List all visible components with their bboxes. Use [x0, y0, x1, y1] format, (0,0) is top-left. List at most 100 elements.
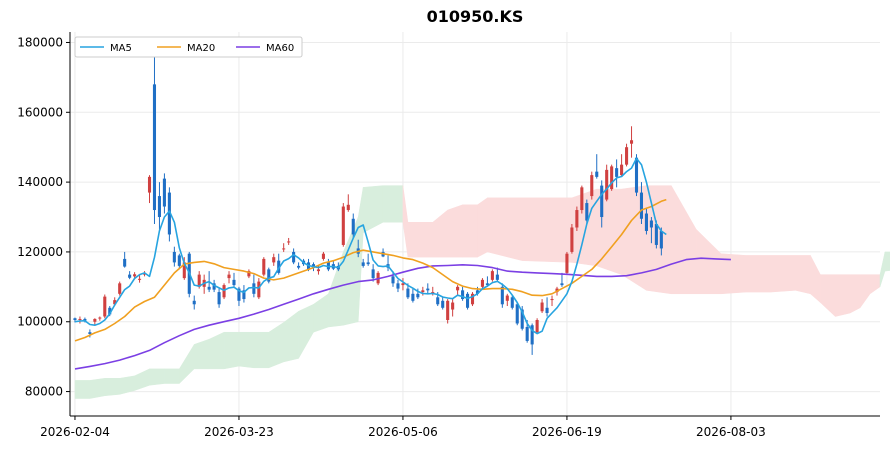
- cloud-segment-bearish: [849, 274, 861, 314]
- cloud-segment-bearish: [745, 255, 771, 293]
- x-tick-label: 2026-08-03: [696, 425, 766, 439]
- candle-body-down: [436, 297, 440, 305]
- candle-body-down: [585, 203, 589, 221]
- candle-body-down: [277, 260, 281, 273]
- cloud-segment-bearish: [820, 274, 836, 318]
- cloud-segment-bullish: [193, 338, 210, 370]
- candle-body-down: [292, 251, 296, 263]
- candle-body-down: [485, 283, 489, 286]
- candle-body-down: [123, 258, 127, 267]
- candle-body-up: [629, 140, 634, 144]
- cloud-segment-bearish: [869, 274, 881, 295]
- legend-box: [74, 36, 303, 58]
- candle-body-down: [267, 269, 271, 282]
- candle-body-down: [466, 293, 470, 308]
- candlesticks: [73, 56, 663, 355]
- cloud-segment-bearish: [407, 222, 434, 258]
- candle-body-down: [237, 288, 241, 301]
- cloud-segment-bearish: [695, 228, 722, 295]
- candle-body-up: [470, 293, 475, 305]
- candle-body-down: [361, 262, 365, 266]
- cloud-segment-bullish: [89, 378, 106, 399]
- candle-body-down: [426, 288, 430, 291]
- chart-title: 010950.KS: [427, 7, 524, 26]
- candle-body-up: [247, 271, 251, 277]
- candle-body-down: [172, 251, 176, 263]
- cloud-segment-bearish: [770, 255, 796, 293]
- candle-body-up: [456, 286, 460, 291]
- candle-body-down: [192, 300, 196, 305]
- candle-body-down: [560, 283, 564, 286]
- candle-body-up: [182, 262, 186, 279]
- candle-body-down: [495, 274, 499, 280]
- candle-body-up: [421, 290, 425, 293]
- candle-body-up: [113, 300, 117, 305]
- candle-body-down: [545, 307, 549, 314]
- candle-body-down: [416, 293, 420, 298]
- candle-body-down: [639, 192, 644, 219]
- candle-body-down: [391, 276, 395, 284]
- candle-body-down: [600, 185, 604, 218]
- candle-body-down: [649, 220, 653, 228]
- cloud-segment-bullish: [253, 331, 270, 369]
- cloud-segment-bearish: [487, 197, 523, 261]
- candle-body-up: [78, 318, 82, 320]
- candle-body-down: [411, 293, 415, 301]
- cloud-segment-bearish: [859, 274, 871, 309]
- cloud-segment-bullish: [223, 331, 240, 370]
- cloud-segment-bullish: [268, 321, 284, 369]
- cloud-segment-bullish: [879, 251, 886, 287]
- candle-body-up: [103, 296, 107, 317]
- candle-body-down: [525, 326, 529, 341]
- cloud-segment-bullish: [104, 378, 120, 397]
- candle-body-down: [351, 218, 355, 235]
- candle-body-up: [147, 176, 152, 193]
- candle-body-up: [451, 302, 455, 310]
- candle-body-up: [575, 210, 579, 228]
- ma5-line: [74, 157, 667, 335]
- cloud-segment-bullish: [164, 368, 180, 384]
- cloud-segment-bearish: [835, 274, 851, 317]
- candle-body-up: [480, 279, 484, 287]
- candle-body-down: [152, 84, 157, 211]
- candle-body-up: [316, 269, 321, 272]
- candle-body-down: [88, 332, 92, 334]
- candle-body-up: [570, 227, 574, 252]
- candle-body-down: [232, 279, 236, 286]
- candle-body-down: [406, 288, 410, 298]
- cloud-segment-bearish: [521, 197, 573, 263]
- y-tick-label: 160000: [17, 105, 63, 119]
- candle-body-down: [128, 274, 132, 278]
- candle-body-down: [83, 318, 87, 321]
- candle-body-down: [644, 213, 648, 231]
- x-tick-label: 2026-06-19: [532, 425, 602, 439]
- ichimoku-cloud: [74, 184, 890, 399]
- cloud-segment-bullish: [362, 185, 384, 234]
- cloud-segment-bullish: [283, 310, 299, 363]
- candle-body-up: [346, 204, 350, 211]
- candle-body-down: [162, 178, 166, 207]
- candle-body-down: [500, 286, 504, 305]
- candle-body-up: [257, 281, 261, 298]
- cloud-segment-bullish: [357, 187, 364, 322]
- cloud-segment-bearish: [447, 204, 463, 258]
- cloud-segment-bearish: [432, 209, 448, 258]
- candle-body-up: [535, 320, 539, 333]
- candle-body-up: [227, 274, 231, 279]
- candle-body-up: [118, 283, 122, 294]
- candle-body-down: [659, 230, 663, 249]
- candle-body-up: [580, 187, 584, 211]
- candle-body-down: [252, 283, 256, 294]
- candle-body-up: [262, 258, 266, 275]
- candle-body-up: [540, 302, 544, 312]
- axes: 80000 100000 120000 140000 160000 180000 2026-…: [17, 32, 880, 439]
- candle-body-up: [565, 253, 569, 273]
- candle-body-up: [272, 257, 276, 263]
- candle-body-down: [73, 318, 77, 320]
- cloud-segment-bullish: [298, 303, 314, 360]
- candle-body-up: [431, 292, 435, 294]
- candle-body-down: [297, 265, 301, 268]
- cloud-segment-bullish: [149, 368, 165, 386]
- candle-body-down: [366, 262, 370, 265]
- cloud-segment-bullish: [208, 331, 225, 370]
